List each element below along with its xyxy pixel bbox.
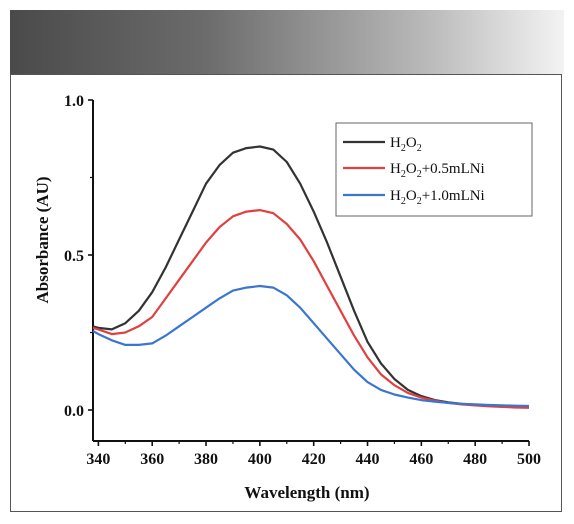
axes <box>88 99 530 446</box>
legend-label-h2o2-1.0mlni: H2O2+1.0mLNi <box>390 188 485 207</box>
x-tick-label: 440 <box>356 451 380 468</box>
x-tick-label: 400 <box>248 451 272 468</box>
legend: H2O2 H2O2+0.5mLNi H2O2+1.0mLNi <box>335 122 533 217</box>
x-tick-label: 480 <box>463 451 487 468</box>
x-tick-label: 360 <box>140 451 164 468</box>
y-tick-label: 1.0 <box>64 93 84 110</box>
x-tick-label: 340 <box>86 451 110 468</box>
series-line-2 <box>92 284 530 408</box>
y-tick-label: 0.0 <box>64 403 84 420</box>
legend-label-h2o2-0.5mlni: H2O2+0.5mLNi <box>390 161 485 180</box>
x-tick-label: 420 <box>302 451 326 468</box>
legend-label-h2o2: H2O2 <box>390 135 422 154</box>
x-tick-label: 380 <box>194 451 218 468</box>
y-axis-title: Absorbance (AU) <box>33 176 52 303</box>
x-axis-title: Wavelength (nm) <box>244 483 369 502</box>
header-gradient-band <box>10 10 564 74</box>
legend-box <box>335 122 533 217</box>
x-tick-label: 500 <box>517 451 541 468</box>
series-line-1 <box>92 209 530 409</box>
tick-labels: 340 360 380 400 420 440 460 480 500 0.0 0.5 1.0 <box>64 93 541 468</box>
series-lines <box>92 145 530 409</box>
y-tick-label: 0.5 <box>64 248 84 265</box>
x-tick-label: 460 <box>409 451 433 468</box>
